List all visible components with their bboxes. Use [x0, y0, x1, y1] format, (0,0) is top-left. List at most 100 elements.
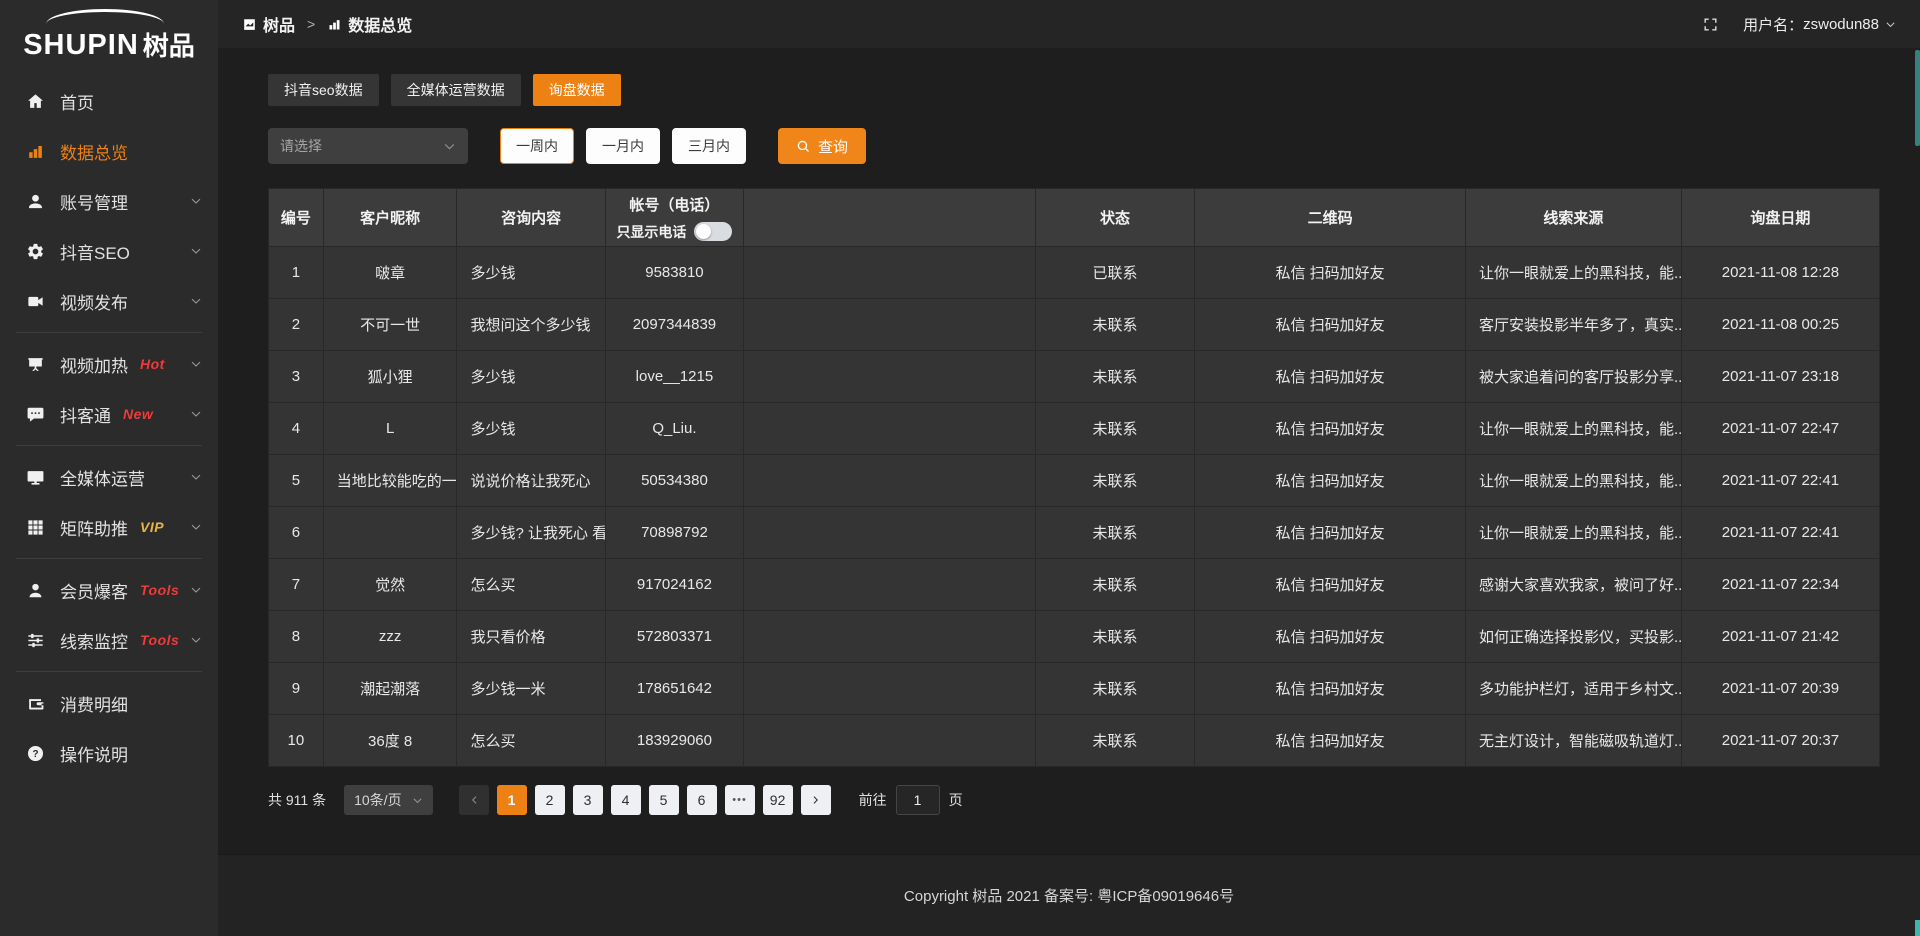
cell-source[interactable]: 让你一眼就爱上的黑科技，能... — [1464, 454, 1682, 507]
cell-date: 2021-11-07 22:34 — [1680, 558, 1881, 611]
sidebar-item-video-publish[interactable]: 视频发布 — [0, 276, 218, 326]
cell-source[interactable]: 如何正确选择投影仪，买投影... — [1464, 610, 1682, 663]
user-menu[interactable]: 用户名： zswodun88 — [1743, 14, 1896, 35]
cell-qrcode[interactable]: 私信 扫码加好友 — [1194, 558, 1466, 611]
sidebar-item-label: 线索监控 — [60, 632, 128, 652]
range-button-week[interactable]: 一周内 — [500, 128, 574, 164]
sidebar-item-douketong[interactable]: 抖客通 New — [0, 389, 218, 439]
sidebar-item-video-heating[interactable]: 视频加热 Hot — [0, 339, 218, 389]
sidebar-item-clue-monitor[interactable]: 线索监控 Tools — [0, 615, 218, 665]
copyright-text: Copyright 树品 2021 备案号: 粤ICP备09019646号 — [903, 888, 1235, 905]
tab-media-operation-data[interactable]: 全媒体运营数据 — [390, 74, 521, 106]
cell-date: 2021-11-07 22:41 — [1680, 454, 1881, 507]
search-icon — [796, 139, 811, 154]
cell-status: 未联系 — [1034, 298, 1196, 351]
goto-page-input[interactable] — [895, 785, 940, 815]
sidebar-item-consumption-detail[interactable]: 消费明细 — [0, 678, 218, 728]
user-icon — [26, 192, 45, 211]
cell-content: 我想问这个多少钱 — [456, 298, 606, 351]
table-row: 6 多少钱? 让我死心 看 70898792 未联系 私信 扫码加好友 让你一眼就爱上的黑… — [268, 506, 1881, 559]
cell-content: 怎么买 — [456, 714, 606, 767]
page-button-6[interactable]: 6 — [686, 785, 717, 815]
sidebar-item-data-overview[interactable]: 数据总览 — [0, 126, 218, 176]
sidebar-item-label: 全媒体运营 — [60, 469, 145, 489]
page-button-2[interactable]: 2 — [534, 785, 565, 815]
scrollbar-thumb[interactable] — [1915, 50, 1920, 146]
username-value: zswodun88 — [1803, 15, 1879, 33]
app-logo[interactable]: SHUPIN 树品 — [0, 8, 218, 60]
page-button-4[interactable]: 4 — [610, 785, 641, 815]
phone-only-row: 只显示电话 — [612, 222, 738, 242]
tab-douyin-seo-data[interactable]: 抖音seo数据 — [268, 74, 379, 106]
cell-nickname: L — [322, 402, 458, 455]
sidebar-item-matrix-boost[interactable]: 矩阵助推 VIP — [0, 502, 218, 552]
breadcrumb-item[interactable]: 树品 — [242, 12, 295, 36]
page-size-select[interactable]: 10条/页 — [344, 785, 433, 815]
range-button-quarter[interactable]: 三月内 — [672, 128, 746, 164]
prev-page-button[interactable] — [458, 785, 489, 815]
sidebar-item-account-management[interactable]: 账号管理 — [0, 176, 218, 226]
range-button-month[interactable]: 一月内 — [586, 128, 660, 164]
cell-date: 2021-11-07 22:47 — [1680, 402, 1881, 455]
search-button[interactable]: 查询 — [778, 128, 867, 164]
cell-id: 3 — [268, 350, 324, 403]
sidebar-item-operation-guide[interactable]: ? 操作说明 — [0, 728, 218, 778]
cell-qrcode[interactable]: 私信 扫码加好友 — [1194, 246, 1466, 299]
sidebar-item-home[interactable]: 首页 — [0, 76, 218, 126]
page-size-value: 10条/页 — [354, 792, 402, 808]
sidebar-item-label: 视频加热 — [60, 356, 128, 376]
sidebar-item-member-baoke[interactable]: 会员爆客 Tools — [0, 565, 218, 615]
table-header-row: 编号 客户昵称 咨询内容 帐号（电话） 只显示电话 状态 二维码 线索来源 询盘日期 — [268, 188, 1881, 247]
cell-source[interactable]: 无主灯设计，智能磁吸轨道灯... — [1464, 714, 1682, 767]
cell-qrcode[interactable]: 私信 扫码加好友 — [1194, 454, 1466, 507]
fullscreen-icon[interactable] — [1702, 16, 1719, 33]
cell-source[interactable]: 让你一眼就爱上的黑科技，能... — [1464, 246, 1682, 299]
cell-id: 7 — [268, 558, 324, 611]
sidebar-item-media-operation[interactable]: 全媒体运营 — [0, 452, 218, 502]
cell-qrcode[interactable]: 私信 扫码加好友 — [1194, 402, 1466, 455]
page-button-5[interactable]: 5 — [648, 785, 679, 815]
breadcrumb-label: 数据总览 — [348, 18, 413, 35]
cell-source[interactable]: 让你一眼就爱上的黑科技，能... — [1464, 402, 1682, 455]
cell-qrcode[interactable]: 私信 扫码加好友 — [1194, 662, 1466, 715]
sidebar-item-label: 视频发布 — [60, 293, 128, 313]
cell-spacer — [743, 558, 1036, 611]
cell-id: 1 — [268, 246, 324, 299]
cell-qrcode[interactable]: 私信 扫码加好友 — [1194, 350, 1466, 403]
tab-inquiry-data[interactable]: 询盘数据 — [532, 74, 621, 106]
cell-qrcode[interactable]: 私信 扫码加好友 — [1194, 298, 1466, 351]
scrollbar-corner — [1915, 920, 1920, 936]
next-page-button[interactable] — [800, 785, 831, 815]
cell-source[interactable]: 多功能护栏灯，适用于乡村文... — [1464, 662, 1682, 715]
cell-source[interactable]: 被大家追着问的客厅投影分享... — [1464, 350, 1682, 403]
chevron-down-icon — [190, 245, 202, 257]
chevron-down-icon — [190, 584, 202, 596]
member-icon — [26, 581, 45, 600]
cell-source[interactable]: 客厅安装投影半年多了，真实... — [1464, 298, 1682, 351]
page-button-3[interactable]: 3 — [572, 785, 603, 815]
sidebar-item-label: 会员爆客 — [60, 582, 128, 602]
sidebar-item-label: 数据总览 — [60, 143, 128, 163]
phone-only-toggle[interactable] — [694, 222, 733, 241]
cell-qrcode[interactable]: 私信 扫码加好友 — [1194, 506, 1466, 559]
page-button-1[interactable]: 1 — [496, 785, 527, 815]
cell-source[interactable]: 感谢大家喜欢我家，被问了好... — [1464, 558, 1682, 611]
content: 抖音seo数据 全媒体运营数据 询盘数据 请选择 一周内 一月内 三月内 查询 编号 客户… — [218, 48, 1920, 854]
cell-status: 未联系 — [1034, 402, 1196, 455]
question-icon: ? — [26, 744, 45, 763]
sidebar-item-label: 矩阵助推 — [60, 519, 128, 539]
cell-account: 178651642 — [604, 662, 745, 715]
filter-select[interactable]: 请选择 — [268, 128, 468, 164]
breadcrumb-item[interactable]: 数据总览 — [327, 12, 412, 36]
cell-source[interactable]: 让你一眼就爱上的黑科技，能... — [1464, 506, 1682, 559]
cell-qrcode[interactable]: 私信 扫码加好友 — [1194, 714, 1466, 767]
page-button-more[interactable]: ••• — [724, 785, 755, 815]
home-icon — [26, 92, 45, 111]
sidebar-item-douyin-seo[interactable]: 抖音SEO — [0, 226, 218, 276]
cell-qrcode[interactable]: 私信 扫码加好友 — [1194, 610, 1466, 663]
cell-spacer — [743, 506, 1036, 559]
column-header-date: 询盘日期 — [1680, 188, 1881, 247]
page-button-92[interactable]: 92 — [762, 785, 793, 815]
